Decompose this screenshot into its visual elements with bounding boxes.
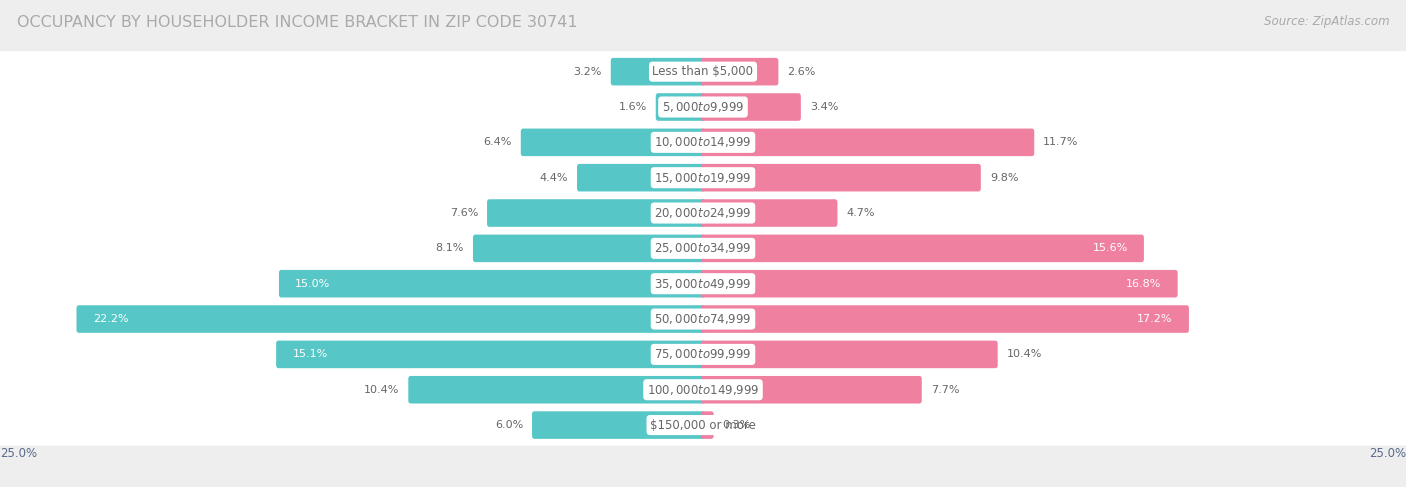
FancyBboxPatch shape (700, 305, 1189, 333)
FancyBboxPatch shape (700, 340, 998, 368)
FancyBboxPatch shape (0, 228, 1406, 269)
FancyBboxPatch shape (531, 412, 706, 439)
FancyBboxPatch shape (700, 376, 922, 404)
FancyBboxPatch shape (408, 376, 706, 404)
Text: 6.4%: 6.4% (484, 137, 512, 148)
FancyBboxPatch shape (700, 199, 838, 227)
Text: $100,000 to $149,999: $100,000 to $149,999 (647, 383, 759, 397)
Text: 25.0%: 25.0% (1369, 447, 1406, 460)
FancyBboxPatch shape (0, 157, 1406, 198)
FancyBboxPatch shape (0, 87, 1406, 128)
FancyBboxPatch shape (278, 270, 706, 298)
FancyBboxPatch shape (520, 129, 706, 156)
FancyBboxPatch shape (0, 263, 1406, 304)
Text: Less than $5,000: Less than $5,000 (652, 65, 754, 78)
Text: 25.0%: 25.0% (0, 447, 37, 460)
Text: $15,000 to $19,999: $15,000 to $19,999 (654, 170, 752, 185)
Text: 17.2%: 17.2% (1137, 314, 1173, 324)
FancyBboxPatch shape (700, 412, 714, 439)
Text: 3.4%: 3.4% (810, 102, 838, 112)
Text: 4.4%: 4.4% (540, 173, 568, 183)
FancyBboxPatch shape (700, 58, 779, 85)
FancyBboxPatch shape (610, 58, 706, 85)
Text: 15.1%: 15.1% (292, 349, 328, 359)
Text: 7.7%: 7.7% (931, 385, 959, 395)
FancyBboxPatch shape (576, 164, 706, 191)
Text: $150,000 or more: $150,000 or more (650, 418, 756, 431)
Text: OCCUPANCY BY HOUSEHOLDER INCOME BRACKET IN ZIP CODE 30741: OCCUPANCY BY HOUSEHOLDER INCOME BRACKET … (17, 15, 578, 30)
Text: $25,000 to $34,999: $25,000 to $34,999 (654, 242, 752, 255)
Text: Source: ZipAtlas.com: Source: ZipAtlas.com (1264, 15, 1389, 28)
Text: 9.8%: 9.8% (990, 173, 1018, 183)
FancyBboxPatch shape (486, 199, 706, 227)
Text: 2.6%: 2.6% (787, 67, 815, 76)
Text: 16.8%: 16.8% (1126, 279, 1161, 289)
FancyBboxPatch shape (0, 405, 1406, 446)
Text: $20,000 to $24,999: $20,000 to $24,999 (654, 206, 752, 220)
Text: $75,000 to $99,999: $75,000 to $99,999 (654, 347, 752, 361)
FancyBboxPatch shape (0, 192, 1406, 234)
FancyBboxPatch shape (472, 235, 706, 262)
Text: 4.7%: 4.7% (846, 208, 875, 218)
Text: 10.4%: 10.4% (1007, 349, 1042, 359)
Text: 6.0%: 6.0% (495, 420, 523, 430)
FancyBboxPatch shape (655, 93, 706, 121)
Text: 0.3%: 0.3% (723, 420, 751, 430)
Text: 7.6%: 7.6% (450, 208, 478, 218)
FancyBboxPatch shape (0, 51, 1406, 92)
Text: $35,000 to $49,999: $35,000 to $49,999 (654, 277, 752, 291)
Text: 15.0%: 15.0% (295, 279, 330, 289)
Text: 15.6%: 15.6% (1092, 244, 1128, 253)
FancyBboxPatch shape (0, 122, 1406, 163)
Text: 3.2%: 3.2% (574, 67, 602, 76)
FancyBboxPatch shape (700, 93, 801, 121)
Text: $50,000 to $74,999: $50,000 to $74,999 (654, 312, 752, 326)
Text: 10.4%: 10.4% (364, 385, 399, 395)
Text: 1.6%: 1.6% (619, 102, 647, 112)
FancyBboxPatch shape (700, 164, 981, 191)
FancyBboxPatch shape (700, 129, 1035, 156)
Text: 22.2%: 22.2% (93, 314, 128, 324)
FancyBboxPatch shape (700, 270, 1178, 298)
FancyBboxPatch shape (0, 299, 1406, 339)
FancyBboxPatch shape (76, 305, 706, 333)
FancyBboxPatch shape (276, 340, 706, 368)
Text: $5,000 to $9,999: $5,000 to $9,999 (662, 100, 744, 114)
Text: 8.1%: 8.1% (436, 244, 464, 253)
FancyBboxPatch shape (700, 235, 1144, 262)
Text: $10,000 to $14,999: $10,000 to $14,999 (654, 135, 752, 150)
Text: 11.7%: 11.7% (1043, 137, 1078, 148)
FancyBboxPatch shape (0, 334, 1406, 375)
FancyBboxPatch shape (0, 369, 1406, 410)
